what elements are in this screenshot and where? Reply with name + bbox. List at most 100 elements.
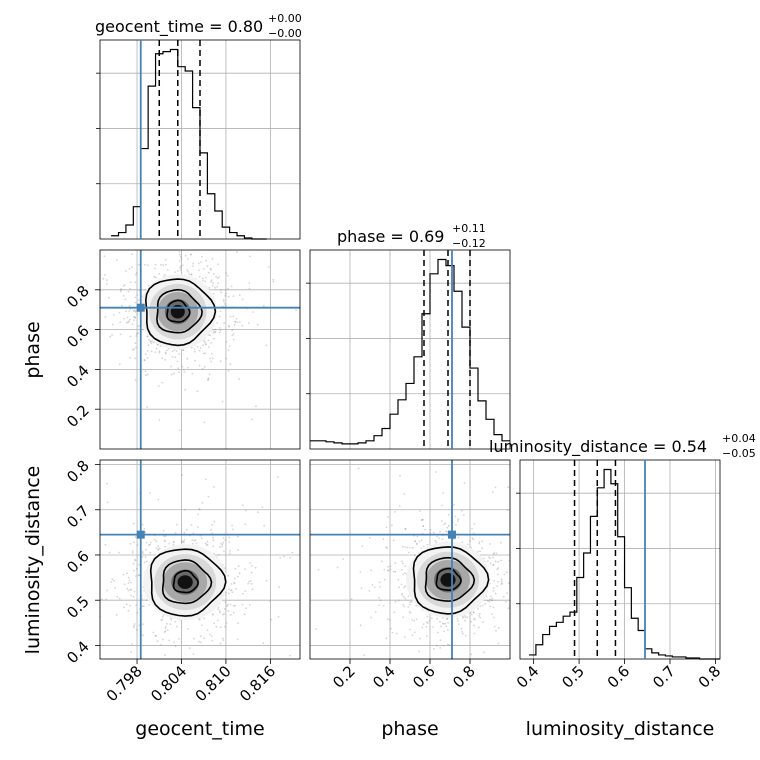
sample-point — [370, 616, 372, 619]
sample-point — [251, 418, 254, 421]
sample-point — [157, 549, 160, 551]
sample-point — [407, 606, 410, 608]
sample-point — [129, 287, 131, 290]
sample-point — [435, 541, 438, 544]
sample-point — [411, 546, 414, 549]
sample-point — [59, 615, 61, 617]
x-tick-label: 0.8 — [449, 662, 479, 692]
sample-point — [416, 662, 418, 664]
sample-point — [177, 367, 180, 369]
sample-point — [241, 298, 244, 301]
sample-point — [409, 603, 411, 606]
sample-point — [429, 528, 432, 531]
sample-point — [315, 628, 318, 630]
sample-point — [178, 260, 181, 262]
sample-point — [359, 624, 362, 627]
sample-point — [227, 370, 230, 372]
x-tick-label: 0.5 — [558, 662, 588, 692]
sample-point — [212, 272, 215, 275]
sample-point — [141, 556, 144, 558]
sample-point — [232, 315, 235, 318]
sample-point — [433, 666, 435, 668]
sample-point — [513, 604, 515, 606]
sample-point — [291, 215, 293, 217]
y-tick-label: 0.6 — [63, 322, 93, 352]
contour-line — [144, 278, 217, 347]
sample-point — [160, 644, 163, 646]
sample-point — [179, 253, 181, 256]
sample-point — [225, 272, 228, 274]
sample-point — [481, 547, 483, 550]
sample-point — [165, 263, 167, 266]
sample-point — [488, 600, 491, 603]
sample-point — [482, 621, 484, 623]
sample-point — [409, 612, 412, 614]
sample-point — [141, 550, 144, 553]
sample-point — [283, 555, 285, 558]
sample-point — [122, 285, 125, 287]
sample-point — [457, 518, 460, 520]
title-geocent-time: geocent_time = 0.80 — [95, 17, 263, 37]
xlabel-luminosity-distance: luminosity_distance — [526, 718, 715, 740]
ylabel-luminosity-distance: luminosity_distance — [22, 466, 44, 655]
sample-point — [146, 373, 149, 376]
sample-point — [133, 626, 135, 629]
sample-point — [494, 592, 497, 595]
y-tick-label: 0.4 — [63, 362, 93, 392]
sample-point — [96, 349, 98, 351]
sample-point — [386, 547, 388, 550]
sample-point — [163, 539, 166, 542]
sample-point — [529, 622, 531, 624]
sample-point — [491, 613, 493, 615]
sample-point — [462, 514, 465, 516]
sample-point — [161, 357, 164, 360]
sample-point — [248, 282, 251, 284]
sample-point — [112, 314, 115, 316]
sample-point — [492, 589, 495, 592]
sample-point — [357, 467, 360, 470]
sample-point — [174, 620, 177, 623]
sample-point — [97, 621, 99, 623]
sample-point — [463, 482, 466, 484]
sample-point — [199, 618, 201, 621]
y-tick-label: 0.8 — [63, 282, 93, 312]
sample-point — [256, 323, 259, 326]
sample-point — [206, 543, 209, 546]
sample-point — [492, 553, 495, 555]
sample-point — [250, 571, 253, 574]
sample-point — [164, 359, 167, 361]
sample-point — [224, 539, 227, 542]
sample-point — [153, 341, 155, 344]
sample-point — [439, 620, 441, 623]
sample-point — [428, 619, 431, 622]
sample-point — [212, 282, 214, 284]
sample-point — [236, 321, 239, 324]
sample-point — [119, 290, 122, 293]
sample-point — [205, 276, 207, 279]
sample-point — [427, 622, 429, 624]
sample-point — [368, 741, 370, 743]
panel-luminosity-distance-vs-geocent-time — [59, 459, 301, 660]
sample-point — [196, 390, 199, 393]
sample-point — [192, 262, 195, 265]
sample-point — [422, 623, 425, 625]
sample-point — [83, 234, 85, 236]
sample-point — [128, 579, 131, 582]
sample-point — [217, 606, 220, 609]
panel-phase-hist: phase = 0.69 +0.11 −0.12 — [306, 222, 511, 450]
sample-point — [156, 640, 159, 643]
sample-point — [402, 603, 405, 606]
sample-point — [230, 613, 232, 616]
sample-point — [497, 573, 499, 576]
sample-point — [391, 524, 393, 527]
sample-point — [439, 530, 441, 533]
sample-point — [446, 617, 449, 620]
sample-point — [249, 255, 251, 258]
sample-point — [207, 378, 210, 381]
sample-point — [476, 690, 478, 692]
sample-point — [212, 545, 215, 548]
sample-point — [227, 287, 229, 290]
sample-point — [436, 535, 439, 538]
sample-point — [466, 543, 469, 546]
sample-point — [218, 276, 220, 279]
